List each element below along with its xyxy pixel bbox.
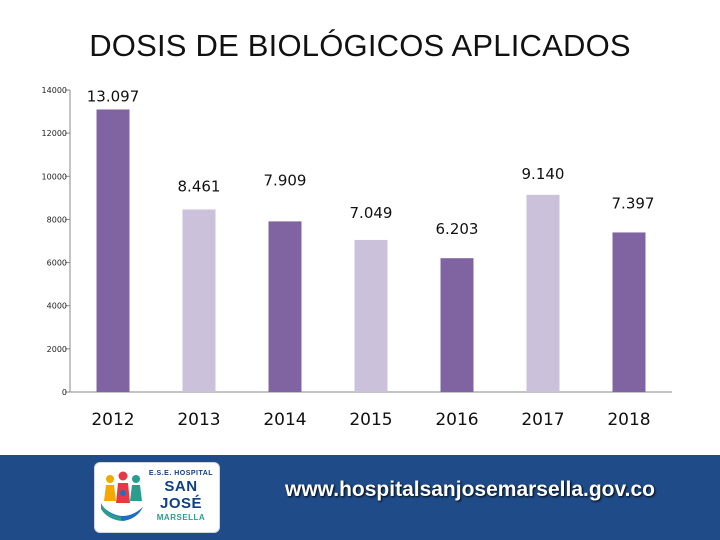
x-tick-label-2015: 2015 [349,410,392,430]
y-tick-label-8000: 8000 [47,215,67,224]
x-tick-label-2014: 2014 [263,410,306,430]
logo-line2: SAN JOSÉ [159,478,203,512]
y-axis-ticks: 0 2000 4000 6000 8000 10000 12000 14000 [42,86,70,397]
x-tick-label-2012: 2012 [91,410,134,430]
x-axis-labels: 2012 2013 2014 2015 2016 2017 2018 [91,410,650,430]
y-tick-label-10000: 10000 [42,172,67,181]
bar-2016 [440,258,474,392]
x-tick-label-2013: 2013 [177,410,220,430]
y-tick-label-6000: 6000 [47,259,67,268]
bar-2018 [612,232,646,392]
y-tick-label-14000: 14000 [42,86,67,95]
bar-2014 [268,221,302,392]
logo-line1: E.S.E. HOSPITAL [148,470,214,477]
bar-2017 [526,194,560,392]
y-tick-label-12000: 12000 [42,129,67,138]
website-link[interactable]: www.hospitalsanjosemarsella.gov.co [285,478,655,501]
x-tick-label-2018: 2018 [607,410,650,430]
data-label-2015: 7.049 [350,204,393,222]
data-label-2012: 13.097 [87,87,140,105]
y-tick-label-4000: 4000 [47,302,67,311]
data-label-2017: 9.140 [522,165,565,183]
bar-2015 [354,239,388,392]
data-label-2013: 8.461 [178,177,221,195]
logo-text-block: E.S.E. HOSPITAL SAN JOSÉ MARSELLA [147,469,215,524]
family-hands-icon [101,471,143,521]
bars-group [96,109,646,392]
data-label-2016: 6.203 [436,220,479,238]
bar-chart: 0 2000 4000 6000 8000 10000 12000 14000 13.097 8… [42,86,672,430]
x-tick-label-2017: 2017 [521,410,564,430]
chart-title: DOSIS DE BIOLÓGICOS APLICADOS [89,28,631,63]
data-labels-group: 13.097 8.461 7.909 7.049 6.203 9.140 7.397 [87,87,655,238]
logo-line3: MARSELLA [156,513,206,522]
data-label-2018: 7.397 [612,194,655,212]
x-tick-label-2016: 2016 [435,410,478,430]
y-tick-label-0: 0 [62,388,67,397]
hospital-logo: E.S.E. HOSPITAL SAN JOSÉ MARSELLA [94,462,220,533]
data-label-2014: 7.909 [264,171,307,189]
bar-2012 [96,109,130,392]
y-tick-label-2000: 2000 [47,345,67,354]
bar-2013 [182,209,216,392]
